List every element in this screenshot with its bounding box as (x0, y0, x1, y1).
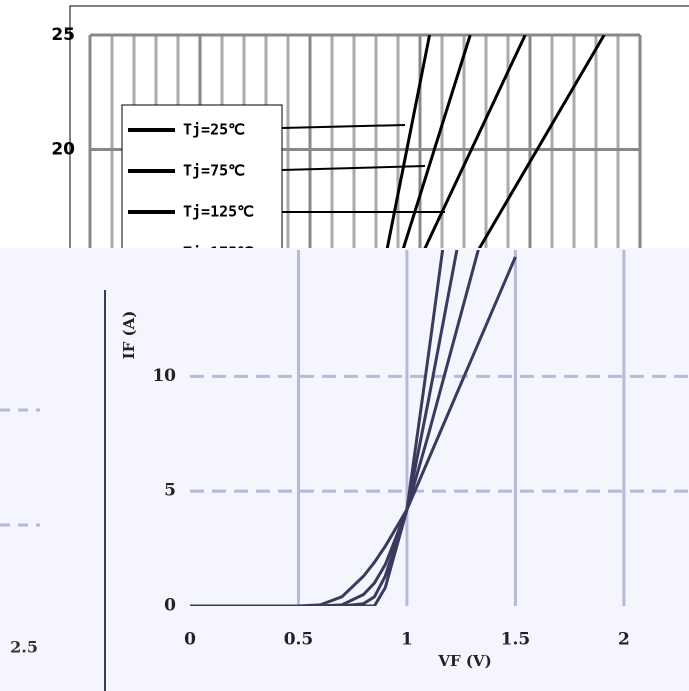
x-tick-label: 2 (618, 630, 630, 650)
y-axis-label: IF (A) (120, 311, 138, 360)
data-line (397, 35, 472, 264)
y-tick-label: 5 (164, 481, 176, 501)
data-line (190, 250, 459, 606)
y-tick-label: 20 (51, 140, 75, 160)
data-line (190, 250, 445, 606)
x-tick-label: 1.5 (501, 630, 531, 650)
x-axis-label: VF (V) (437, 652, 491, 670)
data-line (416, 35, 527, 264)
y-tick-label: 0 (164, 596, 176, 616)
data-line (382, 35, 432, 264)
x-tick-label: 0.5 (284, 630, 314, 650)
leader-line (281, 124, 406, 129)
y-tick-label: 25 (51, 25, 75, 45)
x-tick-label: 1 (401, 630, 413, 650)
lines (190, 250, 517, 606)
chart-background (0, 248, 689, 691)
data-line (190, 256, 517, 606)
data-line (468, 35, 606, 264)
legend-label: Tj=75℃ (183, 162, 245, 180)
data-line (190, 250, 480, 606)
x-tick-label: 0 (184, 630, 196, 650)
y-tick-label: 10 (152, 366, 176, 386)
lines (382, 35, 606, 264)
legend-label: Tj=25℃ (183, 121, 245, 139)
leader-line (281, 165, 426, 171)
fragment-label: 2.5 (10, 638, 38, 657)
legend-label: Tj=125℃ (183, 203, 254, 221)
